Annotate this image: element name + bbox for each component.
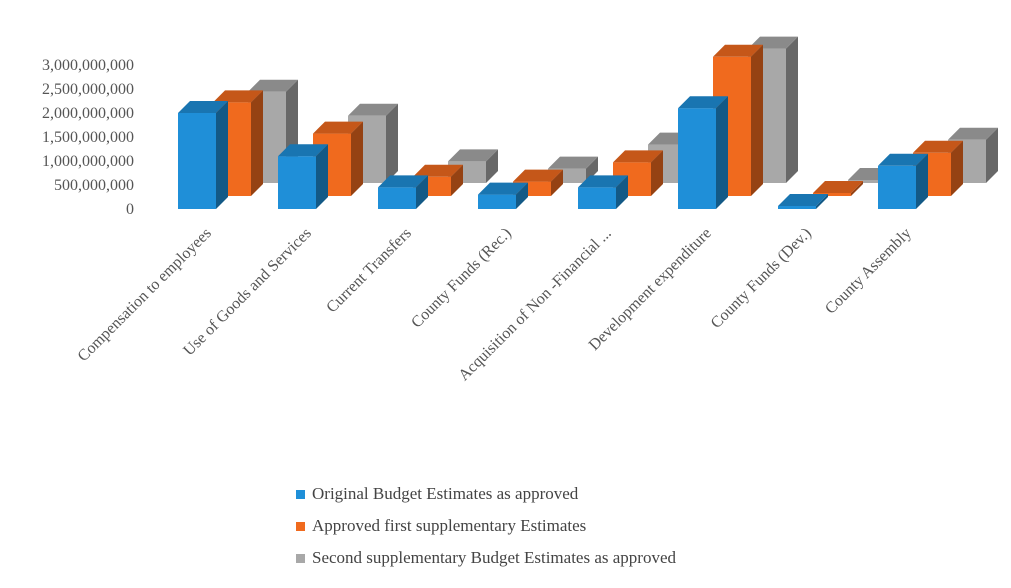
legend-label-second-supplementary: Second supplementary Budget Estimates as…	[312, 548, 676, 567]
bar-first-supplementary	[213, 90, 263, 196]
bar-original	[678, 96, 728, 209]
bar-original	[278, 144, 328, 209]
y-tick-label: 2,000,000,000	[42, 105, 134, 122]
legend-swatch-second-supplementary	[296, 553, 305, 563]
bar-original	[578, 175, 628, 209]
legend: Original Budget Estimates as approved Ap…	[296, 478, 676, 574]
legend-item-original: Original Budget Estimates as approved	[296, 478, 676, 510]
x-category-label: County Funds (Dev.)	[708, 225, 815, 332]
y-tick-label: 0	[126, 201, 134, 218]
bar-original	[178, 101, 228, 209]
bar-original	[878, 153, 928, 209]
y-axis: 3,000,000,000 2,500,000,000 2,000,000,000 1…	[42, 57, 134, 218]
bar-first-supplementary	[813, 181, 863, 196]
x-category-label: County Assembly	[822, 225, 915, 318]
legend-swatch-original	[296, 489, 305, 499]
y-tick-label: 1,000,000,000	[42, 153, 134, 170]
bars-layer	[178, 36, 998, 209]
legend-label-first-supplementary: Approved first supplementary Estimates	[312, 516, 587, 535]
y-tick-label: 2,500,000,000	[42, 81, 134, 98]
y-tick-label: 3,000,000,000	[42, 57, 134, 74]
bar-original	[378, 175, 428, 209]
legend-label-original: Original Budget Estimates as approved	[312, 484, 579, 503]
legend-item-first-supplementary: Approved first supplementary Estimates	[296, 510, 676, 542]
bar-original	[478, 182, 528, 209]
y-tick-label: 500,000,000	[54, 177, 134, 194]
bar-original	[778, 194, 828, 209]
legend-swatch-first-supplementary	[296, 521, 305, 531]
budget-3d-bar-chart: 3,000,000,000 2,500,000,000 2,000,000,000 1…	[42, 36, 998, 384]
x-category-label: Current Transfers	[323, 225, 415, 317]
legend-item-second-supplementary: Second supplementary Budget Estimates as…	[296, 542, 676, 574]
x-category-label: County Funds (Rec.)	[408, 225, 515, 332]
y-tick-label: 1,500,000,000	[42, 129, 134, 146]
